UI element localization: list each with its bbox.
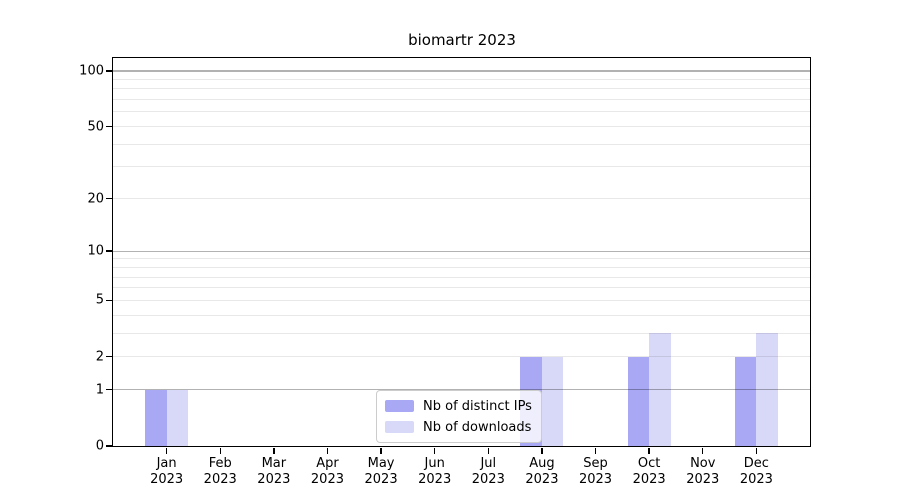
x-tick-label: Jan 2023 bbox=[150, 456, 184, 487]
x-tick-mark bbox=[594, 447, 597, 454]
legend: Nb of distinct IPs Nb of downloads bbox=[376, 390, 542, 443]
x-tick-label: Apr 2023 bbox=[310, 456, 344, 487]
bar-downloads bbox=[541, 356, 564, 446]
x-tick-label: May 2023 bbox=[364, 456, 398, 487]
minor-gridline bbox=[113, 88, 810, 90]
minor-gridline bbox=[113, 78, 810, 80]
y-tick-label: 2 bbox=[95, 349, 104, 365]
minor-gridline bbox=[113, 356, 810, 358]
legend-swatch-downloads bbox=[385, 421, 414, 433]
minor-gridline bbox=[113, 299, 810, 301]
minor-gridline bbox=[113, 99, 810, 101]
bar-downloads bbox=[649, 333, 671, 446]
x-tick-label: Jun 2023 bbox=[418, 456, 452, 487]
x-tick-mark bbox=[219, 447, 221, 454]
minor-gridline bbox=[113, 258, 810, 260]
x-tick-mark bbox=[433, 447, 436, 454]
minor-gridline bbox=[113, 314, 810, 316]
minor-gridline bbox=[113, 198, 810, 200]
x-tick-label: Oct 2023 bbox=[632, 456, 666, 487]
y-tick-label: 0 bbox=[95, 438, 104, 454]
y-tick-mark bbox=[105, 125, 112, 128]
major-gridline bbox=[113, 250, 810, 252]
y-tick-label: 1 bbox=[95, 382, 104, 398]
x-tick-label: Jul 2023 bbox=[471, 456, 505, 487]
minor-gridline bbox=[113, 287, 810, 289]
legend-label: Nb of distinct IPs bbox=[423, 398, 532, 414]
minor-gridline bbox=[113, 276, 810, 278]
major-gridline bbox=[113, 70, 810, 72]
y-tick-label: 10 bbox=[87, 243, 104, 259]
x-tick-mark bbox=[165, 447, 168, 454]
x-tick-label: Nov 2023 bbox=[686, 456, 720, 487]
y-tick-label: 100 bbox=[79, 63, 104, 79]
x-tick-mark bbox=[380, 447, 382, 454]
x-tick-mark bbox=[755, 447, 758, 454]
y-tick-mark bbox=[105, 250, 112, 252]
minor-gridline bbox=[113, 332, 810, 334]
y-tick-label: 5 bbox=[95, 292, 104, 308]
y-tick-mark bbox=[105, 70, 112, 72]
x-tick-label: Feb 2023 bbox=[203, 456, 237, 487]
bar-downloads bbox=[166, 389, 189, 446]
x-tick-mark bbox=[541, 447, 543, 454]
minor-gridline bbox=[113, 166, 810, 168]
major-gridline bbox=[113, 389, 810, 391]
y-tick-mark bbox=[105, 299, 112, 302]
bar-distinct-ips bbox=[734, 356, 757, 446]
x-tick-label: Sep 2023 bbox=[578, 456, 613, 487]
y-tick-mark bbox=[105, 388, 112, 391]
minor-gridline bbox=[113, 266, 810, 268]
minor-gridline bbox=[113, 111, 810, 113]
x-tick-mark bbox=[487, 447, 489, 454]
y-tick-mark bbox=[105, 445, 112, 447]
bar-distinct-ips bbox=[627, 356, 650, 446]
x-tick-mark bbox=[273, 447, 275, 454]
legend-entry: Nb of distinct IPs bbox=[385, 397, 532, 415]
bar-downloads bbox=[756, 333, 778, 446]
x-tick-mark bbox=[702, 447, 704, 454]
y-tick-label: 50 bbox=[87, 119, 104, 135]
x-tick-label: Dec 2023 bbox=[739, 456, 773, 487]
minor-gridline bbox=[113, 126, 810, 128]
x-tick-label: Aug 2023 bbox=[525, 456, 559, 487]
x-tick-mark bbox=[326, 447, 329, 454]
x-tick-label: Mar 2023 bbox=[257, 456, 291, 487]
y-tick-mark bbox=[105, 356, 112, 358]
legend-label: Nb of downloads bbox=[423, 419, 532, 435]
plot-area: 0 1 2 5 10 20 50 100 Jan 2023 Feb 2023 Mar 2023 Apr… bbox=[79, 57, 811, 487]
minor-gridline bbox=[113, 143, 810, 145]
legend-swatch-distinct-ips bbox=[385, 400, 414, 412]
chart-title: biomartr 2023 bbox=[408, 31, 516, 49]
bar-distinct-ips bbox=[145, 389, 167, 446]
y-tick-mark bbox=[105, 197, 112, 200]
legend-entry: Nb of downloads bbox=[385, 418, 532, 436]
y-tick-label: 20 bbox=[87, 191, 104, 207]
x-tick-mark bbox=[648, 447, 650, 454]
